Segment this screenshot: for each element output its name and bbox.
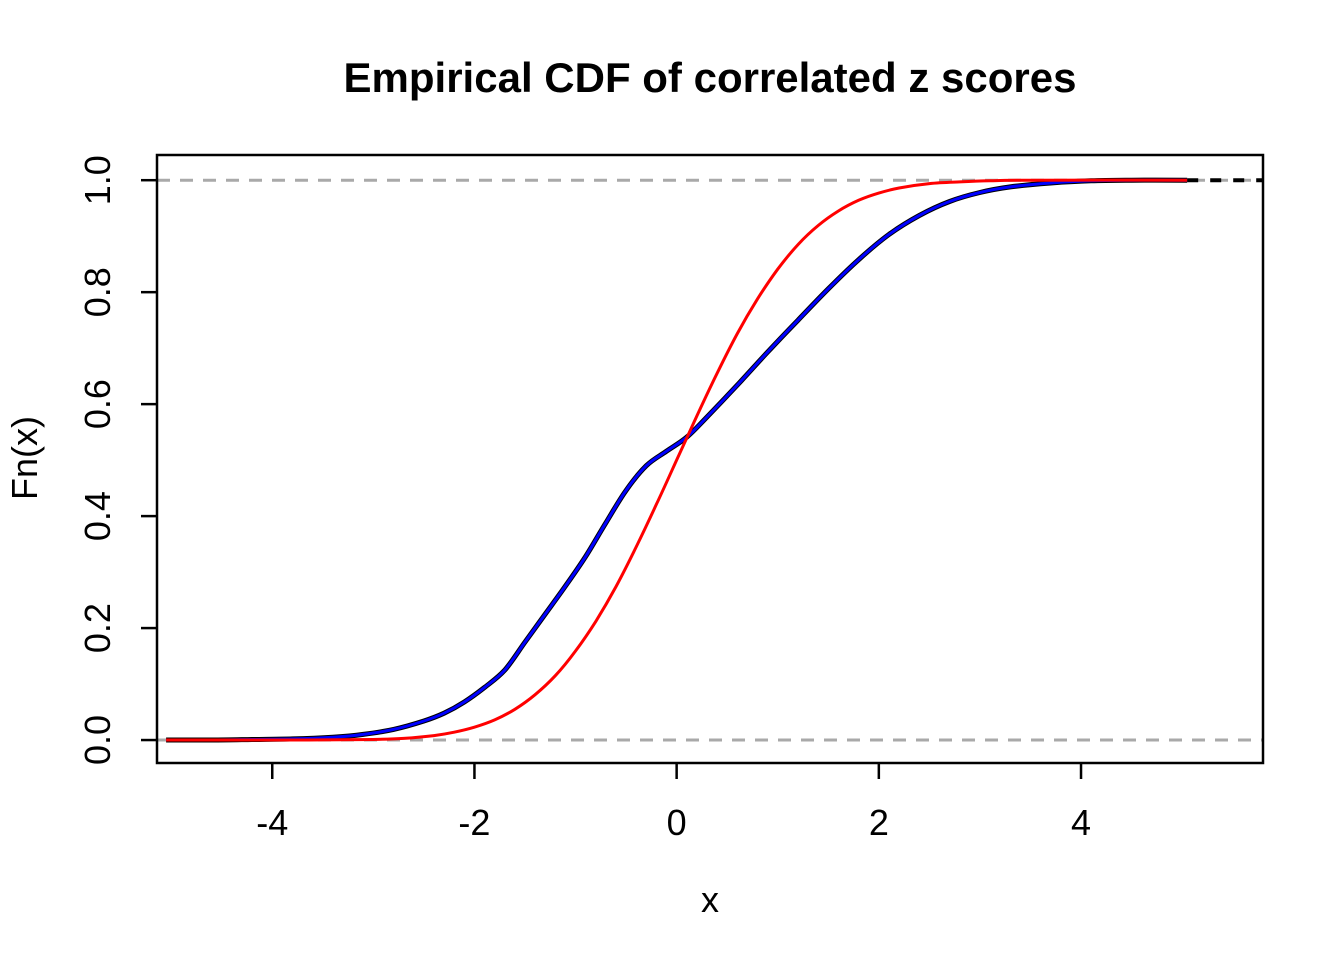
x-axis-label: x	[701, 879, 719, 920]
series-layer	[166, 177, 1263, 743]
plot-frame-layer	[155, 153, 1265, 765]
series-empirical-cdf-blue	[166, 178, 1188, 742]
chart-title: Empirical CDF of correlated z scores	[344, 54, 1077, 101]
y-axis-tick-label: 0.4	[77, 491, 118, 541]
y-axis-tick-label: 0.8	[77, 267, 118, 317]
reference-lines-layer	[157, 178, 1263, 742]
axis-ticks-layer: -4 -2 0 2 4 0.0 0.2 0.4 0.6 0.8 1.0	[77, 155, 1091, 843]
x-axis-tick-label: 0	[667, 802, 687, 843]
y-axis-label: Fn(x)	[4, 416, 45, 500]
y-axis-tick-label: 0.6	[77, 379, 118, 429]
x-axis-tick-label: 2	[869, 802, 889, 843]
x-axis-tick-label: -4	[256, 802, 288, 843]
y-axis-tick-label: 0.2	[77, 603, 118, 653]
plot-box	[155, 153, 1265, 765]
x-axis-tick-label: 4	[1071, 802, 1091, 843]
x-axis-tick-label: -2	[458, 802, 490, 843]
y-axis-tick-label: 1.0	[77, 155, 118, 205]
y-axis-tick-label: 0.0	[77, 715, 118, 765]
series-normal-cdf-red	[166, 178, 1188, 742]
